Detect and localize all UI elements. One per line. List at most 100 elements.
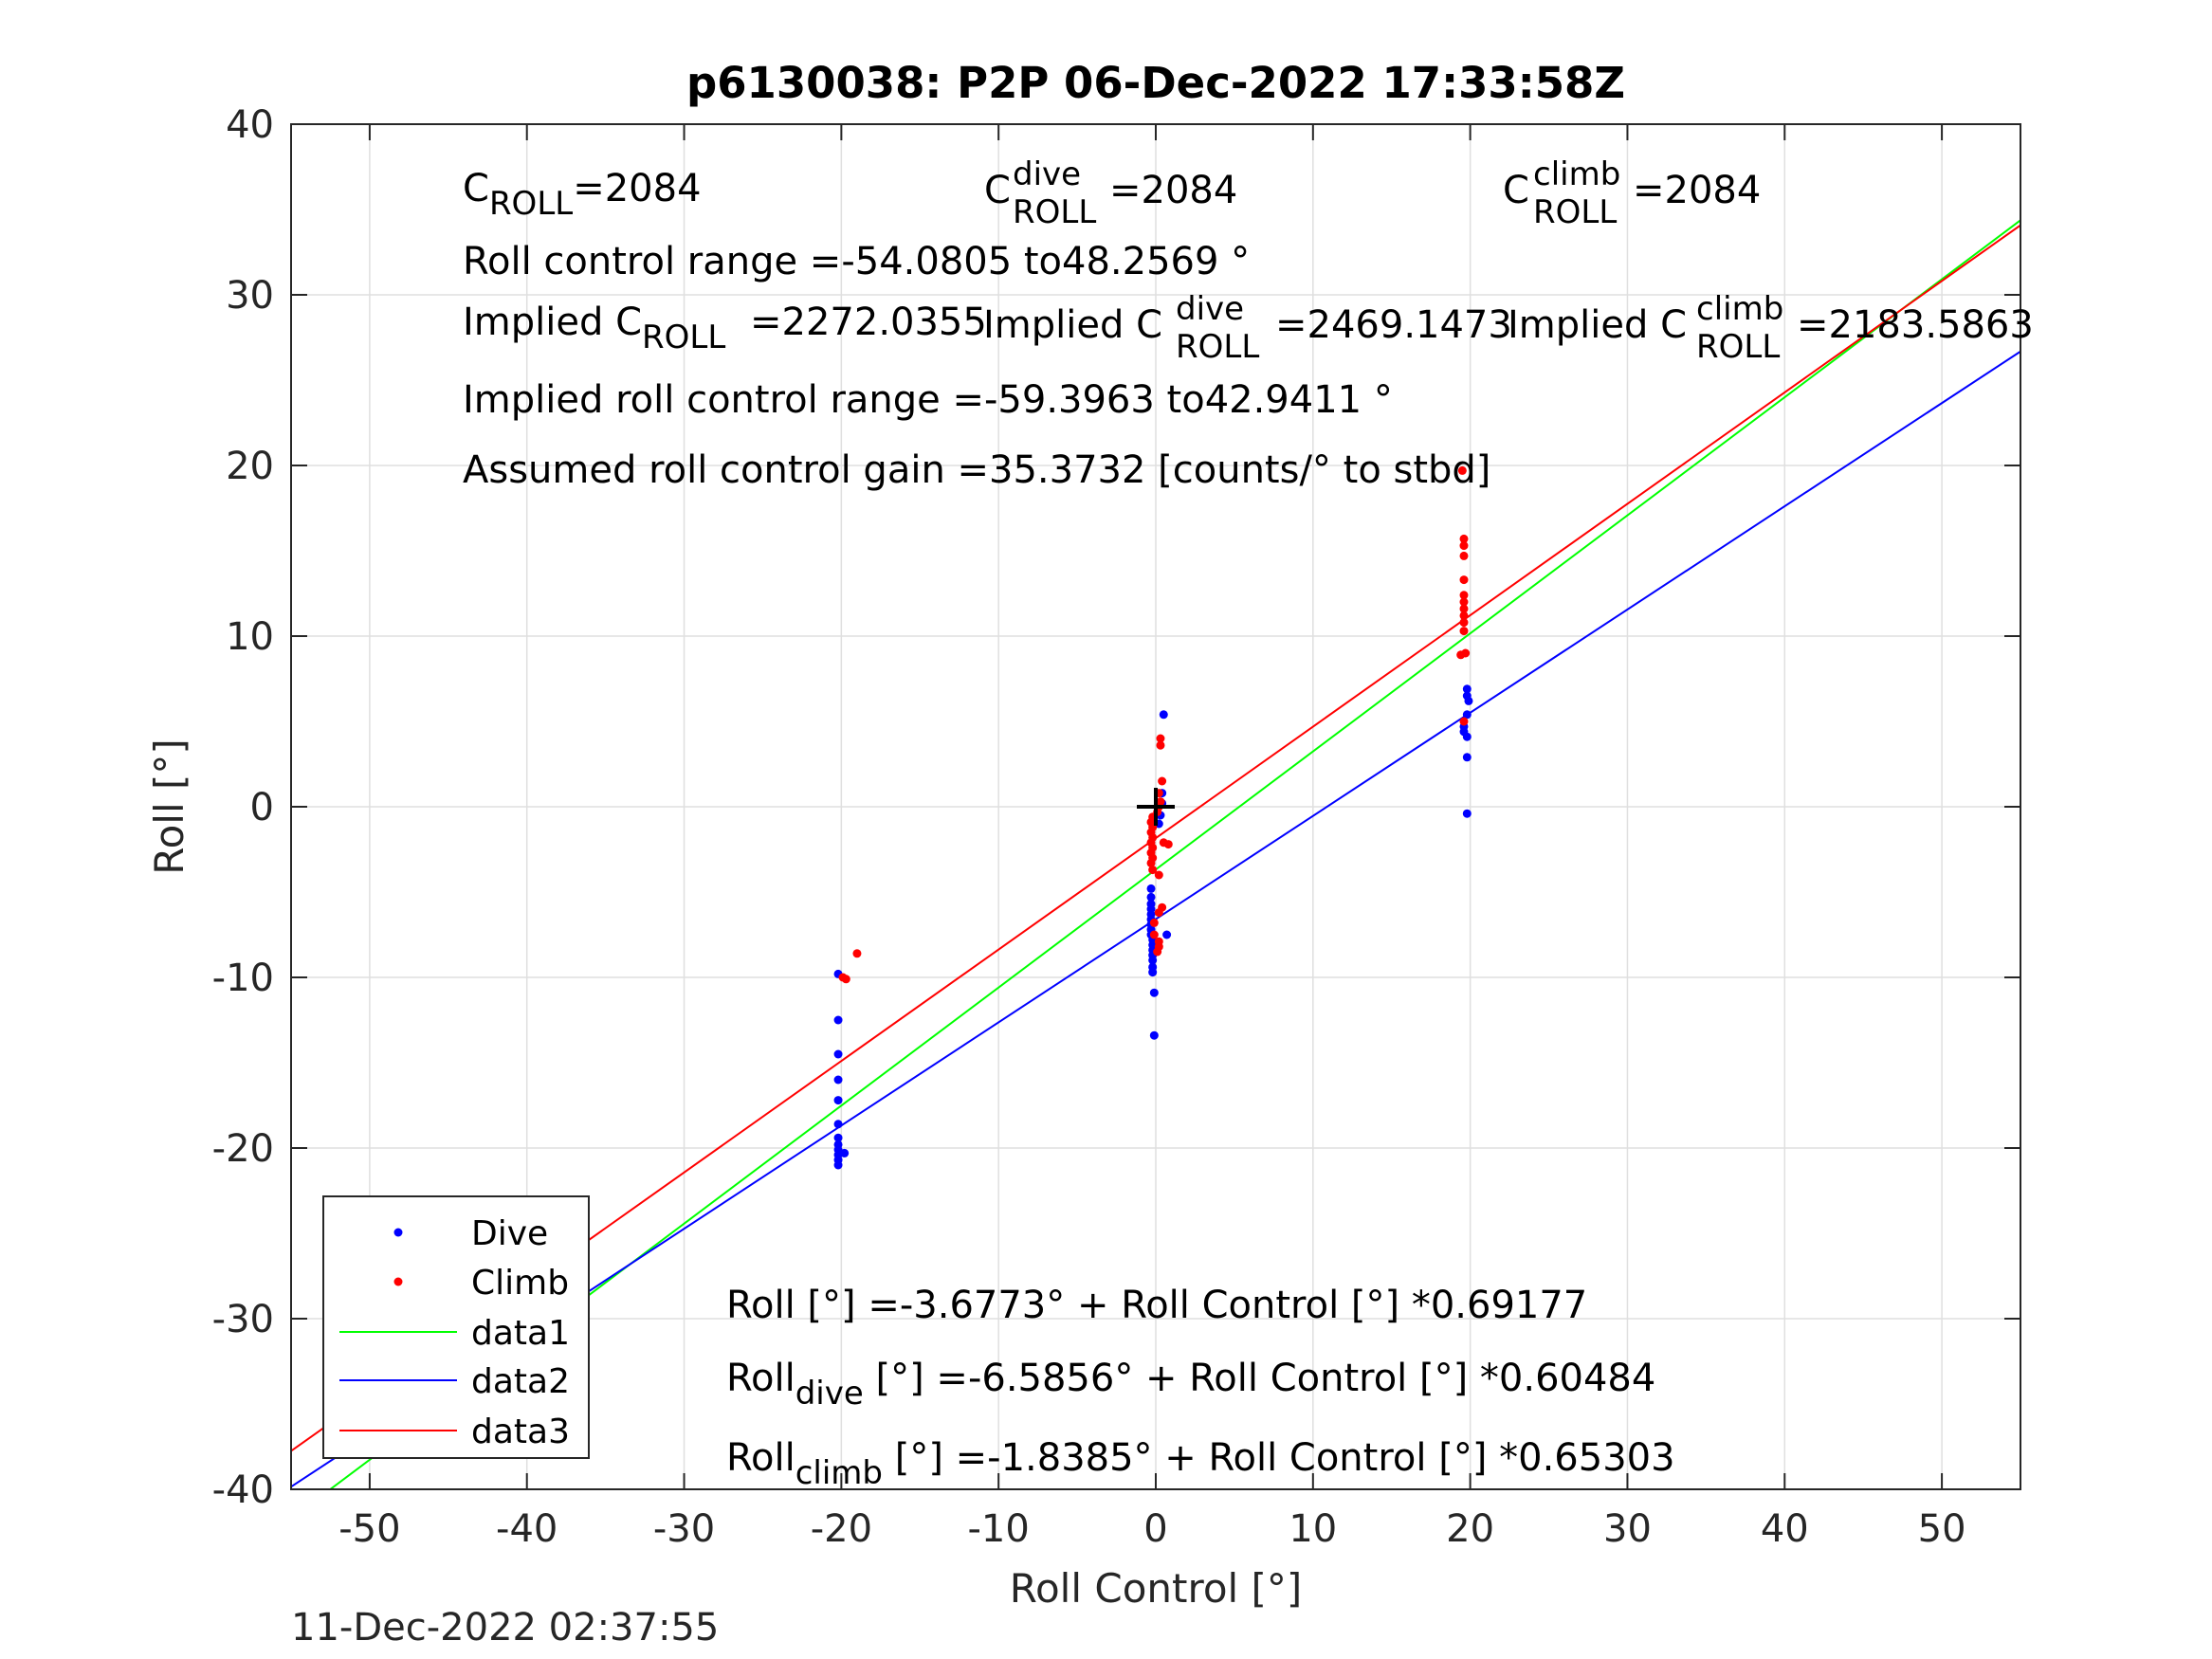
data-points [833, 465, 1473, 1170]
dive-point [1462, 732, 1472, 741]
implied-c-dive-subscript: ROLL [1176, 328, 1259, 366]
x-tick-label: -50 [338, 1507, 400, 1551]
dive-point [833, 1015, 843, 1025]
c-roll-dive-annotation: C [984, 169, 1011, 212]
implied-c-roll-annotation: Implied CROLL [463, 301, 725, 356]
timestamp: 11-Dec-2022 02:37:55 [291, 1606, 719, 1650]
legend-label: data1 [471, 1314, 570, 1353]
fit-dive-rest: [°] =-6.5856° + Roll Control [°] *0.6048… [864, 1357, 1656, 1400]
climb-point [1459, 604, 1469, 613]
climb-point [1459, 591, 1469, 600]
climb-point [1459, 541, 1469, 551]
dive-point [840, 1148, 850, 1158]
climb-point [1459, 618, 1469, 628]
implied-c-roll-value: =2272.0355 [750, 301, 987, 344]
c-roll-letter: C [463, 167, 489, 210]
gain-text: Assumed roll control gain =35.3732 [coun… [463, 448, 1490, 492]
legend-label: data2 [471, 1362, 570, 1401]
dive-point [833, 1049, 843, 1059]
climb-point [1156, 740, 1165, 750]
implied-c-dive-prefix: Implied C [983, 303, 1162, 347]
y-tick-label: 30 [226, 274, 274, 318]
x-axis-label: Roll Control [°] [1010, 1565, 1303, 1612]
y-axis-label: Roll [°] [146, 738, 192, 874]
fit-dive-text: Rolldive [°] =-6.5856° + Roll Control [°… [726, 1357, 1655, 1413]
y-tick-label: 0 [250, 786, 274, 830]
implied-c-climb-subscript: ROLL [1696, 328, 1780, 366]
dive-point [1462, 753, 1472, 762]
c-dive-superscript: dive [1013, 155, 1081, 193]
c-dive-letter: C [984, 169, 1011, 212]
dive-point [1146, 892, 1156, 902]
dive-point [1159, 710, 1168, 720]
dive-point [833, 1160, 843, 1170]
dive-point [1464, 696, 1473, 705]
dive-point [1462, 809, 1472, 818]
x-tick-label: 40 [1761, 1507, 1809, 1551]
dive-point [833, 1133, 843, 1142]
climb-point [1459, 551, 1469, 560]
dive-point [1146, 884, 1156, 893]
roll-control-range-text: Roll control range =-54.0805 to48.2569 ° [463, 240, 1250, 283]
implied-range-text: Implied roll control range =-59.3963 to4… [463, 378, 1393, 422]
c-roll-annotation: CROLL=2084 [463, 167, 702, 223]
climb-point [1153, 947, 1162, 957]
axis-ticks: -50 -40 -30 -20 -10 0 10 20 30 40 50 -40 -30 -20 -10 0 1… [212, 103, 2020, 1551]
dive-point [833, 1096, 843, 1105]
x-tick-label: -10 [968, 1507, 1030, 1551]
c-roll-value: =2084 [573, 167, 701, 210]
c-climb-letter: C [1503, 169, 1529, 212]
dive-point [1162, 930, 1172, 939]
dive-point [1462, 710, 1472, 720]
implied-c-dive-value: =2469.1473 [1275, 303, 1512, 347]
y-tick-label: 40 [226, 103, 274, 147]
y-tick-label: 20 [226, 445, 274, 488]
c-dive-value: =2084 [1109, 169, 1237, 212]
x-tick-label: 50 [1918, 1507, 1966, 1551]
fit-climb-subscript: climb [795, 1454, 883, 1492]
climb-point [1156, 734, 1165, 743]
x-tick-label: 30 [1603, 1507, 1652, 1551]
fit-climb-text: Rollclimb [°] =-1.8385° + Roll Control [… [726, 1436, 1675, 1492]
legend-box [322, 1195, 590, 1459]
x-tick-label: 0 [1143, 1507, 1167, 1551]
climb-point [1154, 908, 1163, 918]
fit-climb-prefix: Roll [726, 1436, 795, 1480]
climb-point [841, 975, 850, 984]
dive-point [1149, 1030, 1159, 1040]
implied-c-climb-prefix: Implied C [1508, 303, 1687, 347]
climb-point [1459, 597, 1469, 607]
legend-label: data3 [471, 1413, 570, 1451]
x-tick-label: -40 [496, 1507, 558, 1551]
dive-point [1148, 968, 1158, 977]
dive-point [1148, 956, 1158, 965]
c-climb-superscript: climb [1533, 155, 1620, 193]
implied-c-dive-superscript: dive [1176, 290, 1244, 328]
climb-point [1154, 870, 1163, 880]
climb-point [1158, 776, 1167, 786]
legend-marker-climb [393, 1277, 403, 1286]
legend-label: Dive [471, 1214, 548, 1253]
climb-point [1459, 575, 1469, 585]
y-tick-label: 10 [226, 615, 274, 659]
climb-point [1459, 534, 1469, 543]
chart-title: p6130038: P2P 06-Dec-2022 17:33:58Z [686, 58, 1625, 108]
implied-c-roll-prefix: Implied C [463, 301, 642, 344]
fit-dive-subscript: dive [795, 1375, 864, 1413]
climb-point [1149, 930, 1159, 939]
y-tick-label: -20 [212, 1127, 274, 1171]
climb-point [1456, 650, 1466, 660]
climb-point [1459, 611, 1469, 620]
implied-c-climb-value: =2183.5863 [1797, 303, 2034, 347]
legend-marker-dive [393, 1228, 403, 1237]
climb-point [1459, 717, 1469, 726]
climb-point [852, 949, 862, 958]
x-tick-label: -30 [653, 1507, 715, 1551]
x-tick-label: 10 [1289, 1507, 1337, 1551]
fit-all-text: Roll [°] =-3.6773° + Roll Control [°] *0… [726, 1284, 1587, 1327]
fit-climb-rest: [°] =-1.8385° + Roll Control [°] *0.6530… [883, 1436, 1675, 1480]
dive-point [833, 1075, 843, 1085]
climb-point [1149, 918, 1159, 927]
climb-point [1163, 840, 1173, 849]
